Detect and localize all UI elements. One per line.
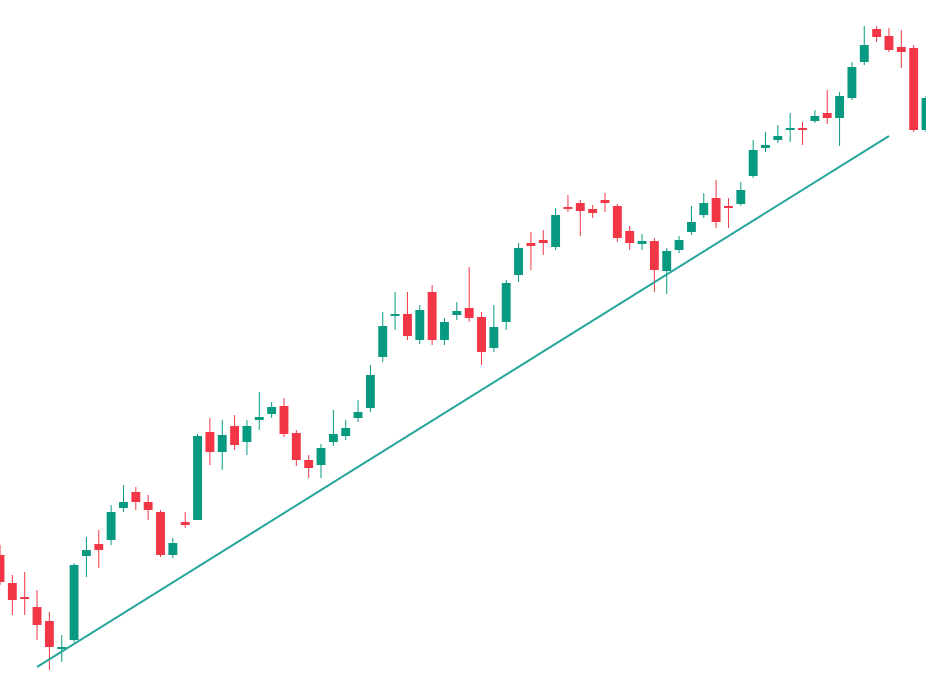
candle-body	[859, 45, 869, 62]
candle-body	[143, 502, 153, 510]
candle-body	[477, 317, 486, 352]
candle-body	[674, 240, 684, 250]
candle-body	[724, 206, 733, 208]
candle-body	[847, 67, 857, 98]
candle-body	[921, 98, 926, 130]
candle-body	[785, 128, 795, 130]
candle-body	[822, 113, 832, 118]
candle-body	[193, 436, 202, 520]
candle-body	[711, 198, 721, 222]
candle-body	[637, 241, 647, 244]
candle-body	[205, 432, 215, 452]
candle-body	[291, 433, 301, 460]
candle-body	[699, 203, 709, 215]
candle-body	[575, 203, 585, 211]
candle-body	[44, 621, 54, 647]
candle-body	[427, 292, 437, 340]
candle-body	[119, 502, 128, 508]
candle-body	[649, 241, 659, 270]
candle-body	[464, 308, 474, 318]
candle-body	[761, 145, 770, 148]
candle-body	[415, 310, 425, 340]
candle-body	[600, 200, 610, 203]
candle-body	[242, 426, 252, 442]
candle-body	[810, 116, 820, 121]
candle-body	[612, 206, 622, 238]
candle-body	[304, 460, 314, 468]
candle-body	[798, 128, 807, 130]
candle-body	[267, 407, 277, 414]
candle-body	[625, 231, 635, 243]
candle-body	[254, 417, 264, 420]
trend-line	[36, 135, 890, 668]
candle-body	[230, 426, 240, 445]
candle-body	[106, 512, 116, 540]
candle-body	[353, 412, 363, 418]
candle-body	[32, 607, 42, 625]
candle-body	[180, 522, 190, 525]
candle-body	[131, 492, 141, 502]
candle-body	[328, 434, 338, 442]
candle-body	[588, 209, 598, 213]
candle-body	[365, 375, 375, 408]
candle-body	[440, 322, 449, 340]
candle-body	[773, 136, 783, 140]
candle-body	[896, 47, 906, 52]
candle-body	[57, 647, 67, 649]
candle-body	[736, 190, 746, 204]
candle-body	[884, 36, 894, 50]
candle-body	[341, 428, 351, 436]
candle-body	[563, 207, 573, 209]
candle-body	[7, 583, 17, 600]
candle-body	[835, 96, 845, 118]
candle-body	[662, 251, 672, 271]
candle-body	[20, 597, 30, 599]
candle-body	[0, 555, 5, 582]
candle-body	[538, 240, 548, 243]
candle-body	[402, 314, 412, 336]
candle-body	[686, 222, 696, 232]
candle-body	[909, 48, 919, 130]
candle-body	[748, 150, 758, 176]
candle-body	[526, 243, 536, 246]
candle-body	[551, 215, 561, 247]
candle-body	[452, 311, 462, 315]
candle-body	[69, 565, 79, 640]
candle-body	[217, 435, 227, 452]
candle-body	[94, 544, 104, 550]
candle-body	[81, 550, 91, 556]
candle-body	[279, 406, 289, 434]
candle-body	[156, 512, 165, 555]
candle-body	[501, 283, 511, 322]
candle-body	[489, 327, 499, 348]
candle-body	[390, 314, 400, 316]
candle-body	[872, 29, 882, 37]
candle-body	[168, 543, 178, 555]
candle-body	[514, 248, 524, 275]
candle-body	[378, 326, 388, 357]
candle-body	[316, 448, 326, 465]
